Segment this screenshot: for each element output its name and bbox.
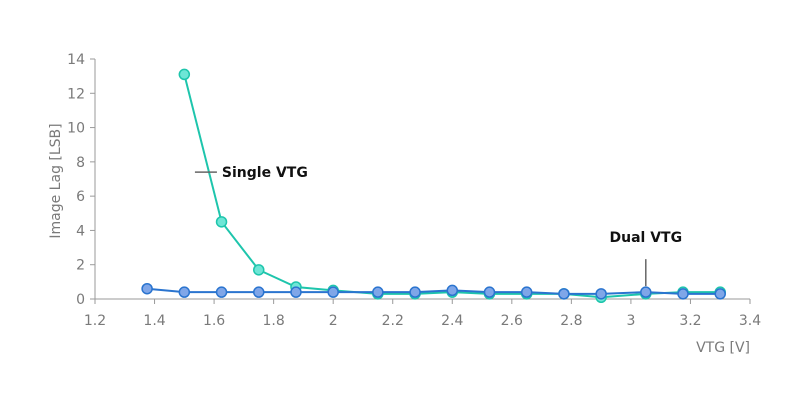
data-point bbox=[290, 286, 302, 298]
y-tick-label: 2 bbox=[76, 258, 85, 274]
y-tick-label: 4 bbox=[76, 223, 85, 239]
data-point bbox=[327, 286, 339, 298]
x-tick-label: 2.4 bbox=[441, 313, 463, 329]
x-tick-label: 2 bbox=[329, 313, 338, 329]
y-tick-label: 10 bbox=[67, 121, 85, 137]
y-tick-label: 8 bbox=[76, 155, 85, 171]
data-point bbox=[483, 286, 496, 298]
x-tick-label: 1.6 bbox=[203, 313, 225, 329]
series-line bbox=[183, 74, 721, 299]
data-point bbox=[595, 288, 607, 300]
x-tick-label: 1.4 bbox=[143, 313, 165, 329]
data-point bbox=[215, 286, 228, 298]
data-point bbox=[253, 264, 265, 276]
data-point bbox=[178, 68, 191, 81]
x-tick-label: 3 bbox=[626, 313, 635, 329]
annotation-layer: Single VTG Dual VTG bbox=[194, 165, 682, 287]
x-tick-label: 1.8 bbox=[263, 313, 285, 329]
x-tick-label: 2.8 bbox=[560, 313, 582, 329]
data-point bbox=[409, 286, 421, 298]
y-tick-label: 6 bbox=[76, 189, 85, 205]
y-tick-label: 0 bbox=[76, 292, 85, 308]
series-dual-vtg bbox=[141, 282, 726, 300]
data-point bbox=[640, 286, 652, 298]
data-point bbox=[446, 284, 459, 297]
x-tick-label: 3.4 bbox=[739, 313, 761, 329]
x-tick-label: 2.6 bbox=[501, 313, 523, 329]
data-point bbox=[558, 288, 570, 300]
data-point bbox=[141, 282, 153, 295]
x-tick-label: 2.2 bbox=[382, 313, 404, 329]
series-layer bbox=[141, 68, 726, 304]
y-tick-label: 14 bbox=[67, 52, 85, 68]
data-point bbox=[677, 288, 689, 300]
dual-vtg-annotation: Dual VTG bbox=[609, 230, 682, 246]
data-point bbox=[253, 286, 265, 298]
data-point bbox=[714, 288, 726, 300]
series-line bbox=[147, 287, 721, 295]
data-point bbox=[178, 286, 191, 298]
series-single-vtg bbox=[178, 68, 726, 304]
x-axis-title: VTG [V] bbox=[696, 340, 750, 356]
x-tick-label: 3.2 bbox=[679, 313, 701, 329]
x-tick-label: 1.2 bbox=[84, 313, 106, 329]
y-tick-label: 12 bbox=[67, 86, 85, 102]
y-axis-title: Image Lag [LSB] bbox=[48, 123, 64, 238]
y-axis: 0 2 4 6 8 10 12 14 bbox=[67, 52, 96, 308]
x-axis: 1.2 1.4 1.6 1.8 2 2.2 2.4 2.6 2.8 3 3.2 3.4 bbox=[84, 298, 761, 329]
data-point bbox=[372, 286, 384, 298]
data-point bbox=[520, 286, 533, 298]
data-point bbox=[215, 216, 228, 228]
single-vtg-annotation: Single VTG bbox=[222, 165, 308, 181]
